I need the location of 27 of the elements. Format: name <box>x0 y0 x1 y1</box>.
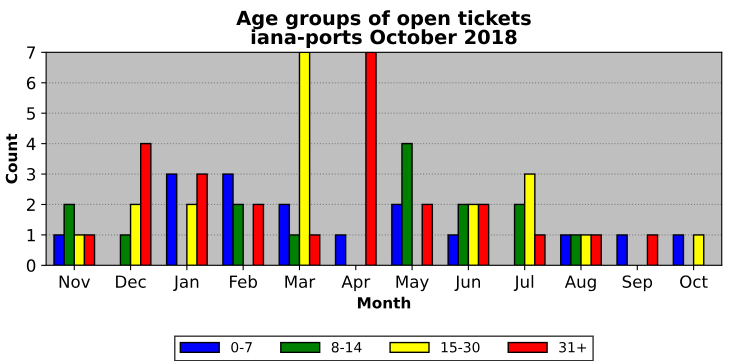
x-tick-label: Oct <box>680 275 708 288</box>
y-axis-title: Count <box>6 134 18 184</box>
x-tick-label: Jun <box>454 276 480 292</box>
x-tick-label: Nov <box>60 276 90 288</box>
legend-label: 15-30 <box>442 342 480 352</box>
x-tick-label: Aug <box>564 276 596 292</box>
x-axis-title: Month <box>358 296 410 309</box>
x-tick-label: Jan <box>173 276 198 292</box>
x-tick-label: Apr <box>341 276 370 292</box>
chart-title: Age groups of open tickets iana-ports October 2018 <box>236 10 531 48</box>
legend-label: 0-7 <box>231 342 252 352</box>
y-tick-label: 4 <box>26 138 36 150</box>
y-tick-label: 0 <box>26 259 36 272</box>
x-tick-label: Mar <box>285 276 316 288</box>
y-tick-label: 1 <box>28 229 35 242</box>
y-tick-label: 6 <box>26 76 36 90</box>
y-tick-label: 5 <box>27 107 35 120</box>
x-tick-label: Dec <box>116 276 146 288</box>
y-tick-label: 3 <box>27 168 36 181</box>
legend-label: 31+ <box>559 342 586 352</box>
y-tick-label: 7 <box>27 46 35 59</box>
x-tick-label: Jul <box>514 275 534 292</box>
legend-label: 8-14 <box>332 342 362 352</box>
y-tick-label: 2 <box>27 198 35 211</box>
x-tick-label: Sep <box>622 275 652 292</box>
x-tick-label: Feb <box>230 275 258 288</box>
x-tick-label: May <box>396 276 429 292</box>
